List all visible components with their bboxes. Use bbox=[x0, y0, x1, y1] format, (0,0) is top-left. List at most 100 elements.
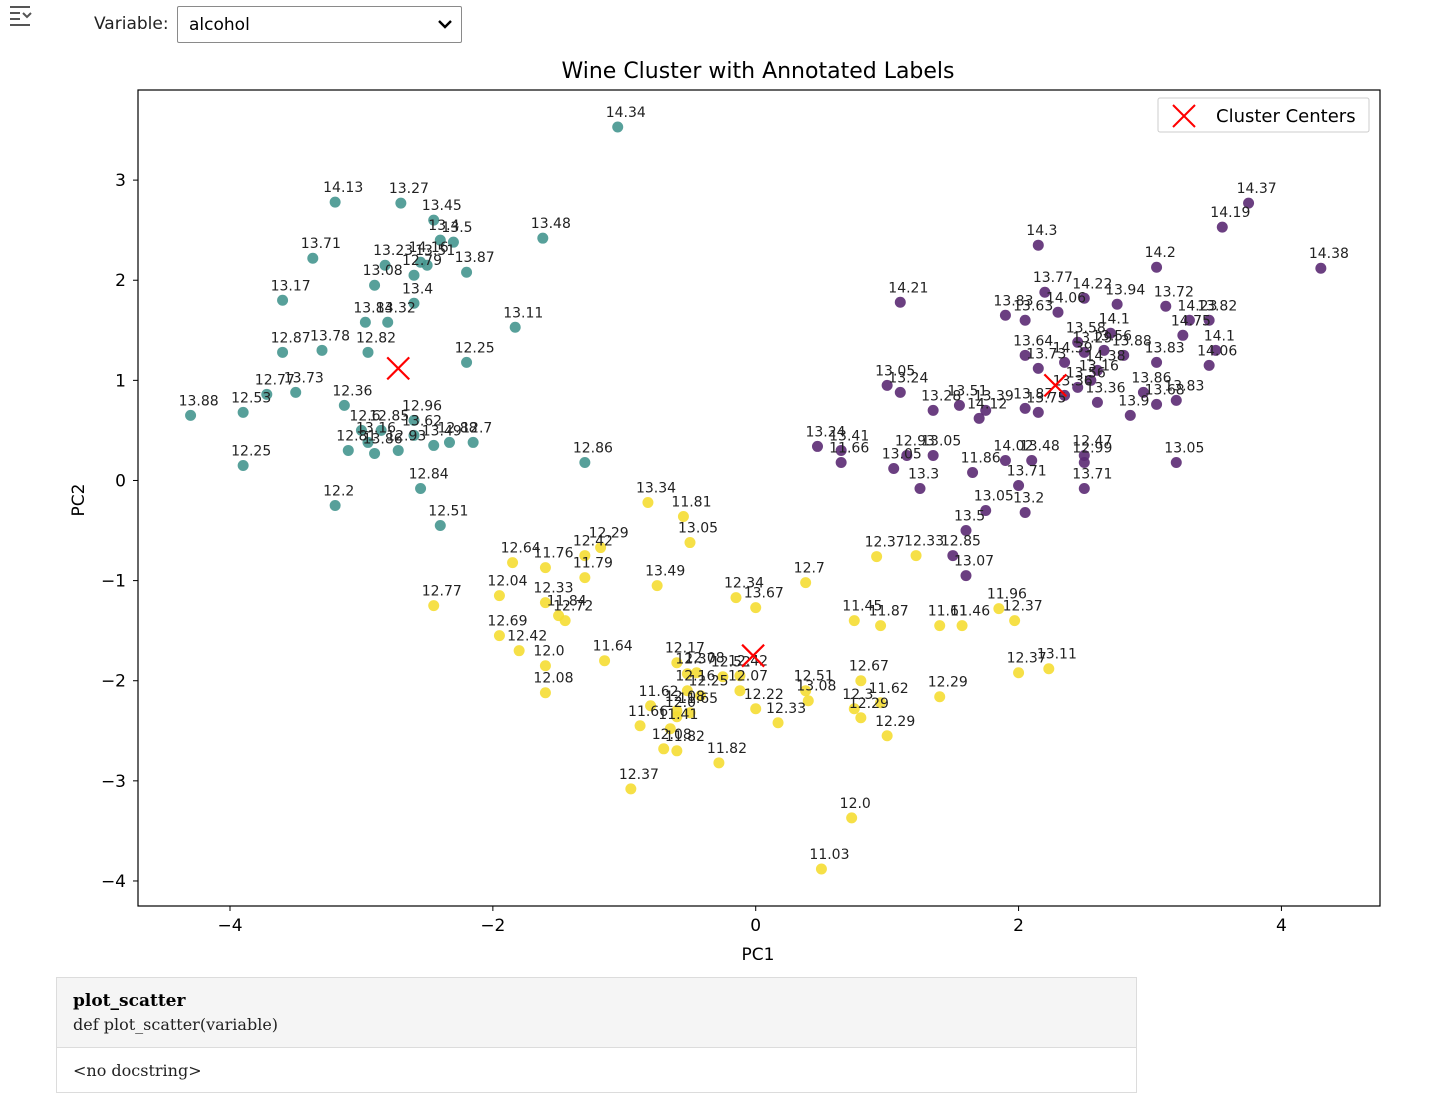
point-label: 12.7 bbox=[461, 420, 492, 436]
data-point bbox=[855, 675, 867, 687]
point-label: 12.67 bbox=[849, 659, 889, 675]
data-point bbox=[277, 346, 289, 358]
point-label: 11.76 bbox=[533, 546, 573, 562]
function-signature: def plot_scatter(variable) bbox=[73, 1015, 279, 1034]
data-point bbox=[927, 449, 939, 461]
data-point bbox=[846, 812, 858, 824]
point-label: 12.33 bbox=[766, 701, 806, 717]
data-point bbox=[1151, 261, 1163, 273]
point-label: 12.51 bbox=[794, 669, 834, 685]
point-label: 11.46 bbox=[950, 604, 990, 620]
point-label: 12.33 bbox=[533, 581, 573, 597]
data-point bbox=[428, 439, 440, 451]
point-label: 13.05 bbox=[875, 363, 915, 379]
point-label: 11.66 bbox=[628, 704, 668, 720]
variable-dropdown[interactable]: alcohol bbox=[177, 6, 462, 43]
data-point bbox=[408, 297, 420, 309]
point-label: 13.83 bbox=[1145, 340, 1185, 356]
point-label: 12.37 bbox=[675, 652, 715, 668]
point-label: 13.11 bbox=[503, 305, 543, 321]
data-point bbox=[835, 456, 847, 468]
data-point bbox=[185, 409, 197, 421]
data-point bbox=[1091, 396, 1103, 408]
point-label: 13.71 bbox=[1072, 466, 1112, 482]
y-tick-label: 0 bbox=[115, 471, 126, 491]
data-point bbox=[1072, 381, 1084, 393]
point-label: 13.75 bbox=[1026, 390, 1066, 406]
point-label: 14.39 bbox=[1053, 340, 1093, 356]
point-label: 13.82 bbox=[1197, 298, 1237, 314]
data-point bbox=[408, 269, 420, 281]
data-point bbox=[1078, 482, 1090, 494]
point-label: 13.05 bbox=[1164, 440, 1204, 456]
point-label: 13.48 bbox=[531, 216, 571, 232]
point-label: 13.05 bbox=[921, 433, 961, 449]
data-point bbox=[671, 711, 683, 723]
data-point bbox=[342, 444, 354, 456]
data-point bbox=[329, 196, 341, 208]
data-point bbox=[1019, 402, 1031, 414]
point-label: 12.37 bbox=[1003, 599, 1043, 615]
data-point bbox=[338, 399, 350, 411]
data-point bbox=[599, 655, 611, 667]
point-label: 12.77 bbox=[422, 584, 462, 600]
chevron-down-icon bbox=[435, 14, 455, 34]
point-label: 12.08 bbox=[533, 671, 573, 687]
point-label: 11.62 bbox=[639, 684, 679, 700]
cluster-center-marker bbox=[386, 356, 411, 381]
point-label: 13.86 bbox=[1131, 370, 1171, 386]
data-point bbox=[382, 316, 394, 328]
cluster-center-marker bbox=[741, 643, 765, 668]
data-point bbox=[434, 234, 446, 246]
point-label: 13.45 bbox=[422, 198, 462, 214]
point-label: 11.84 bbox=[547, 594, 587, 610]
data-point bbox=[960, 525, 972, 537]
point-label: 13.05 bbox=[678, 521, 718, 537]
data-point bbox=[730, 592, 742, 604]
data-point bbox=[888, 462, 900, 474]
point-label: 11.82 bbox=[665, 729, 705, 745]
point-label: 13.56 bbox=[1066, 365, 1106, 381]
x-tick-label: −2 bbox=[480, 916, 505, 936]
data-point bbox=[848, 703, 860, 715]
point-label: 14.12 bbox=[967, 396, 1007, 412]
data-point bbox=[772, 717, 784, 729]
point-label: 12.81 bbox=[336, 428, 376, 444]
data-point bbox=[1009, 615, 1021, 627]
collapse-output-icon[interactable] bbox=[8, 4, 36, 28]
point-label: 12.42 bbox=[573, 534, 613, 550]
data-point bbox=[408, 414, 420, 426]
point-label: 12.88 bbox=[437, 420, 477, 436]
data-point bbox=[1052, 306, 1064, 318]
point-label: 12.85 bbox=[369, 408, 409, 424]
point-label: 12.08 bbox=[665, 689, 705, 705]
point-label: 13.86 bbox=[363, 431, 403, 447]
data-point bbox=[408, 429, 420, 441]
data-point bbox=[634, 720, 646, 732]
point-label: 13.24 bbox=[805, 424, 845, 440]
data-point bbox=[316, 344, 328, 356]
data-point bbox=[835, 444, 847, 456]
y-axis-label: PC2 bbox=[69, 484, 89, 517]
data-point bbox=[973, 412, 985, 424]
point-label: 13.24 bbox=[888, 370, 928, 386]
point-label: 12.82 bbox=[356, 330, 396, 346]
point-label: 13.64 bbox=[1013, 333, 1053, 349]
data-point bbox=[1170, 456, 1182, 468]
point-label: 13.34 bbox=[636, 481, 676, 497]
point-label: 14.37 bbox=[1237, 181, 1277, 197]
data-point bbox=[815, 863, 827, 875]
data-point bbox=[681, 685, 693, 697]
data-point bbox=[355, 424, 367, 436]
data-point bbox=[1216, 221, 1228, 233]
point-label: 12.64 bbox=[501, 541, 541, 557]
data-point bbox=[1151, 356, 1163, 368]
function-docstring: <no docstring> bbox=[73, 1061, 202, 1080]
plot-area bbox=[137, 89, 1381, 907]
data-point bbox=[664, 723, 676, 735]
data-point bbox=[1013, 667, 1025, 679]
point-label: 12.99 bbox=[1072, 440, 1112, 456]
data-point bbox=[1177, 329, 1189, 341]
data-point bbox=[579, 550, 591, 562]
data-point bbox=[559, 615, 571, 627]
